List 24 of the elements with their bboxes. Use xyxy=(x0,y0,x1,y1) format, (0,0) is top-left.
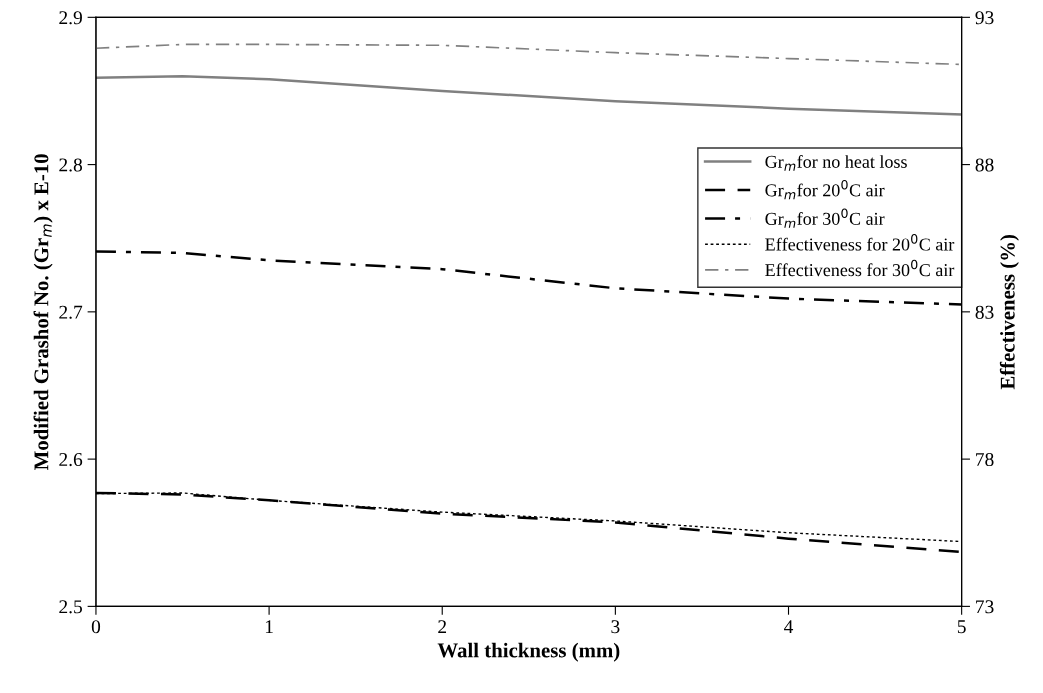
x-tick-label: 4 xyxy=(784,620,794,634)
y-tick-label: 2.7 xyxy=(59,305,83,319)
x-tick-label: 2 xyxy=(438,620,447,634)
y-tick-label: 2.6 xyxy=(59,452,83,467)
y2-tick-label: 83 xyxy=(975,305,994,319)
x-tick-label: 0 xyxy=(91,620,101,634)
x-tick-label: 5 xyxy=(957,620,966,634)
y2-tick-label: 88 xyxy=(975,158,994,172)
legend-label: Gr$_{m}$for no heat loss xyxy=(765,155,907,171)
y-tick-label: 2.8 xyxy=(59,158,83,172)
y2-tick-label: 78 xyxy=(976,452,994,467)
legend-label: Gr$_{m}$for 20$^{0}$C air xyxy=(765,179,885,200)
legend-label: Effectiveness for 30$^{0}$C air xyxy=(765,259,955,277)
y-tick-label: 2.5 xyxy=(59,600,82,614)
x-tick-label: 3 xyxy=(611,620,620,634)
y2-tick-label: 73 xyxy=(976,600,994,614)
legend-label: Effectiveness for 20$^{0}$C air xyxy=(765,234,955,251)
x-tick-label: 1 xyxy=(265,620,273,634)
y-tick-label: 2.9 xyxy=(59,11,82,25)
y-axis-title: Modified Grashof No. (Gr$_{m}$) x E-10 xyxy=(33,154,53,471)
x-axis-title: Wall thickness (mm) xyxy=(437,642,620,662)
y2-tick-label: 93 xyxy=(975,11,994,25)
y2-axis-title: Effectiveness (%) xyxy=(999,234,1019,390)
legend-label: Gr$_{m}$for 30$^{0}$C air xyxy=(765,208,885,228)
